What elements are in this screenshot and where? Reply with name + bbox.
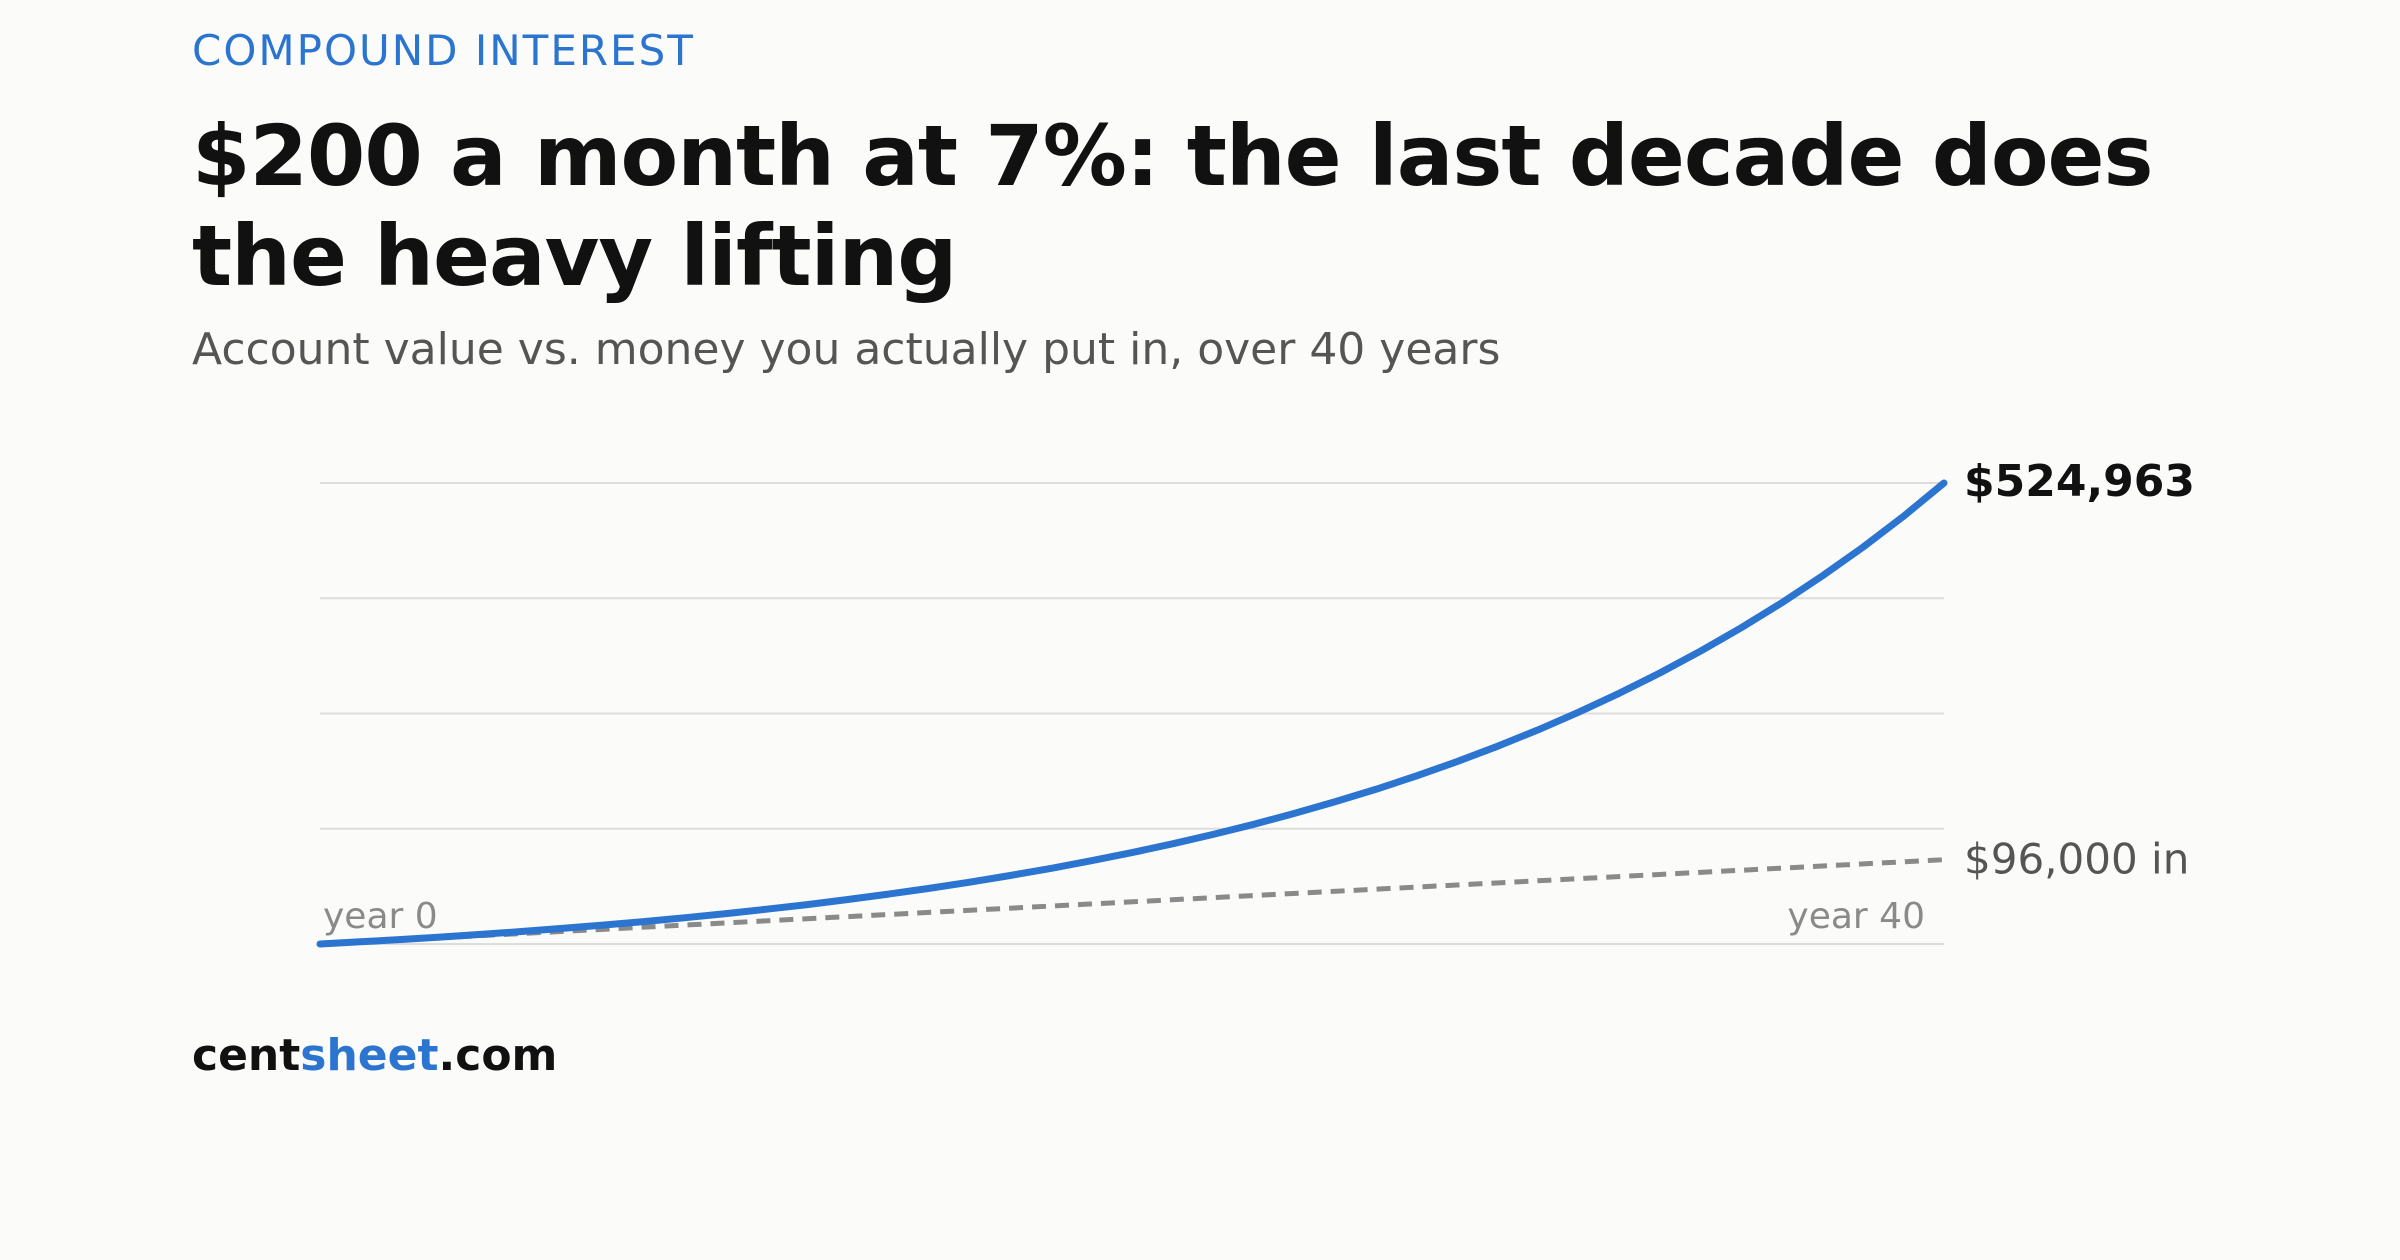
chart-subtitle: Account value vs. money you actually put… [192, 324, 1501, 375]
brand-logo: centsheet.com [192, 1030, 557, 1081]
kicker: COMPOUND INTEREST [192, 26, 695, 75]
series-line-contributions [319, 857, 1945, 947]
x-tick-label-end: year 40 [1787, 896, 1925, 937]
account-value-points [319, 482, 1945, 945]
brand-text-sheet: sheet [300, 1030, 439, 1081]
grid-lines [320, 482, 1944, 945]
end-label-account-value: $524,963 [1964, 456, 2195, 507]
x-tick-label-start: year 0 [323, 896, 438, 937]
brand-text-cent: cent [192, 1030, 301, 1081]
brand-text-com: .com [438, 1030, 558, 1081]
end-label-contributions: $96,000 in [1964, 835, 2189, 884]
chart-title: $200 a month at 7%: the last decade does… [192, 107, 2154, 305]
